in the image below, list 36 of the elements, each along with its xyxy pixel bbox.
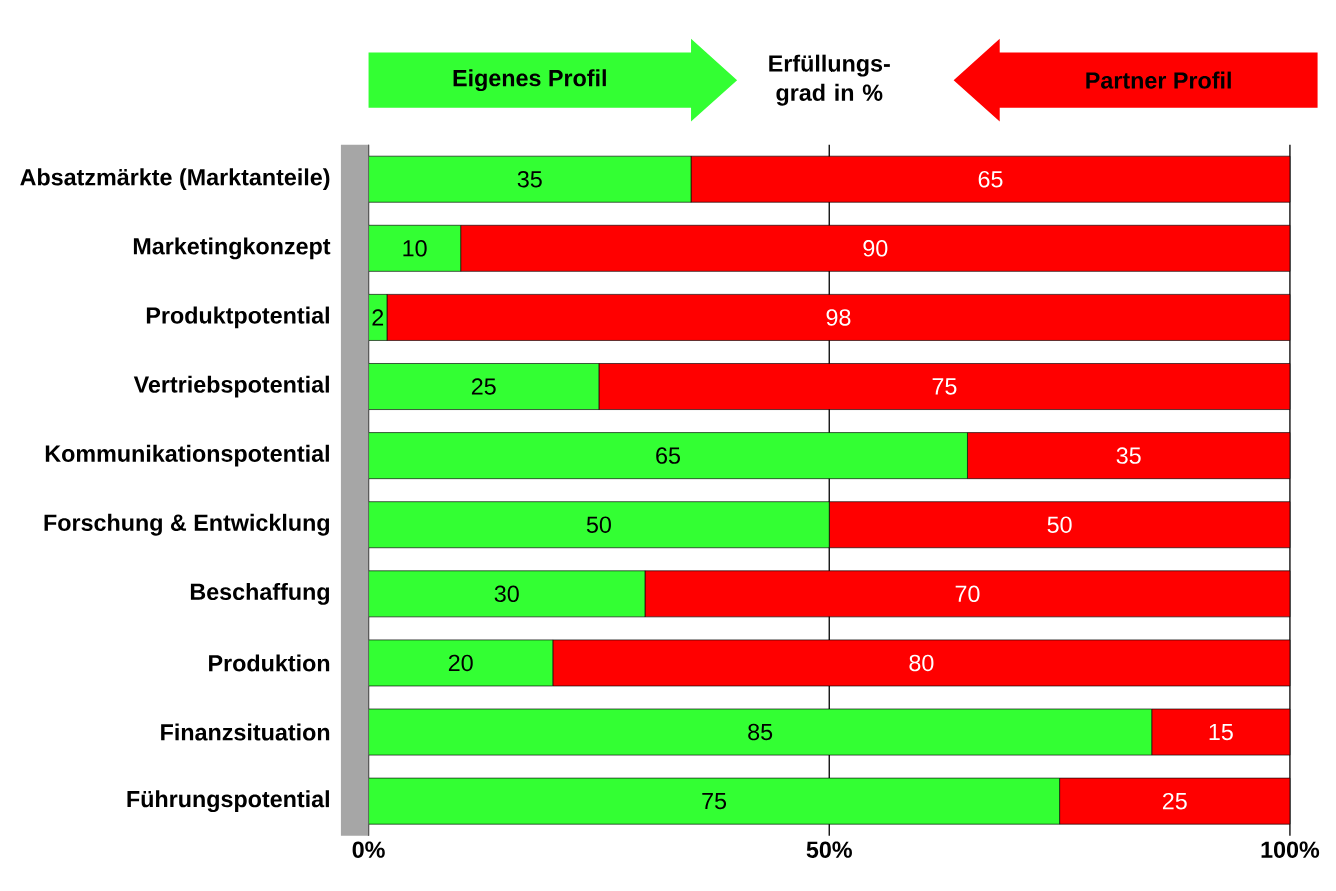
text: Partner Profil <box>1086 71 1231 89</box>
x-tick-label: 100% <box>1261 841 1320 858</box>
data-label: 20 <box>448 654 473 672</box>
y-tick-label: Führungspotential <box>127 790 329 813</box>
x-tick-label: 50% <box>806 841 852 858</box>
y-tick-label: Produktion <box>209 654 330 672</box>
chart-title: Erfüllungs-grad in % <box>769 54 890 106</box>
y-tick-label: Marketingkonzept <box>133 237 331 260</box>
data-label: 75 <box>702 793 727 810</box>
y-tick-label: Kommunikationspotential <box>45 444 329 467</box>
data-label: 50 <box>1047 516 1072 533</box>
data-label: 2 <box>372 309 384 326</box>
data-label: 25 <box>1162 792 1187 810</box>
y-tick-label: Absatzmärkte (Marktanteile) <box>20 168 330 191</box>
data-label: 85 <box>748 723 773 741</box>
y-tick-label: Forschung & Entwicklung <box>44 513 330 536</box>
data-label: 70 <box>955 585 980 603</box>
data-label: 50 <box>586 516 611 533</box>
data-label: 80 <box>909 654 934 672</box>
data-label: 75 <box>932 378 957 395</box>
y-tick-label: Produktpotential <box>146 306 329 329</box>
y-tick-label: Beschaffung <box>190 582 329 605</box>
data-label: 25 <box>471 378 496 395</box>
data-label: 35 <box>517 170 542 188</box>
y-tick-label: Finanzsituation <box>161 723 330 741</box>
data-label: 98 <box>826 309 851 326</box>
data-label: 65 <box>978 170 1003 188</box>
data-label: 10 <box>403 240 427 257</box>
data-label: 35 <box>1116 447 1141 464</box>
x-tick-label: 0% <box>352 841 385 858</box>
data-label: 15 <box>1209 723 1233 741</box>
data-label: 30 <box>494 585 519 603</box>
text: Eigenes Profil <box>453 69 606 92</box>
y-tick-label: Vertriebspotential <box>133 375 329 398</box>
data-label: 65 <box>656 447 680 464</box>
data-label: 90 <box>863 240 888 257</box>
